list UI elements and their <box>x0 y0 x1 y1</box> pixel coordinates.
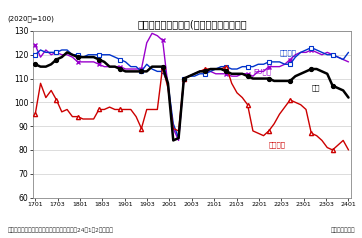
Text: EU向け: EU向け <box>253 68 271 75</box>
Text: （資料）財務省「貿易統計」　（注）直近は24年1，2月の平均: （資料）財務省「貿易統計」 （注）直近は24年1，2月の平均 <box>7 228 113 233</box>
Text: (2020年=100): (2020年=100) <box>7 15 54 22</box>
Text: （年・四半期）: （年・四半期） <box>330 228 355 233</box>
Text: 全体: 全体 <box>311 85 320 91</box>
Text: 中国向け: 中国向け <box>269 142 286 149</box>
Text: 米国向け: 米国向け <box>279 49 296 56</box>
Title: 地域別輸出数量指数(季節調整値）の推移: 地域別輸出数量指数(季節調整値）の推移 <box>137 19 247 29</box>
